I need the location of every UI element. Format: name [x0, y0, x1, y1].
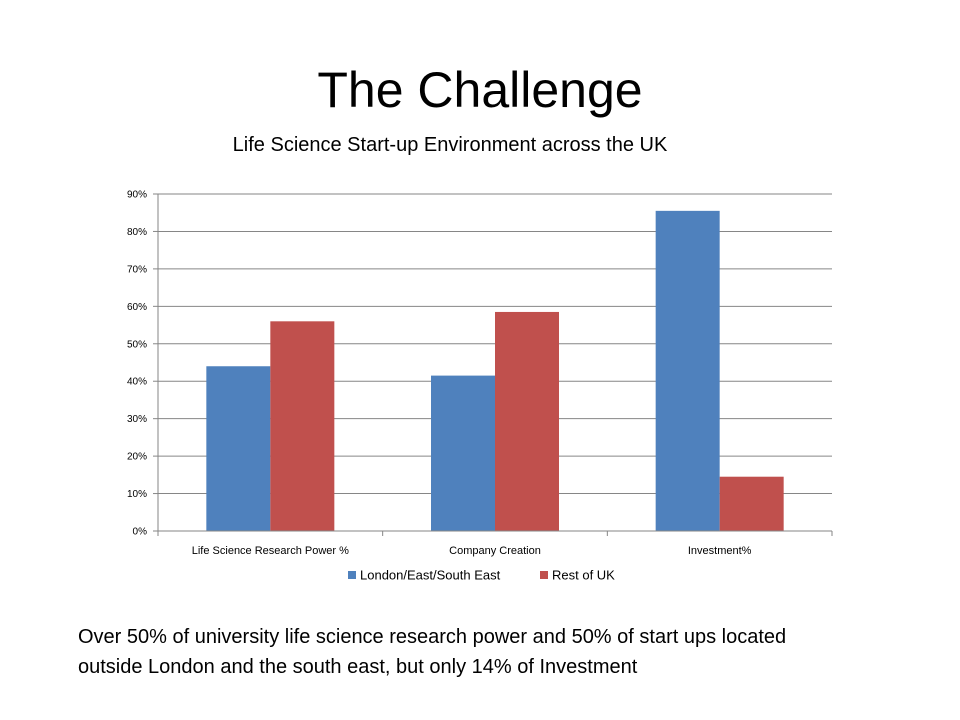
y-tick-label: 20%: [127, 452, 147, 463]
bar: [719, 476, 784, 531]
caption-line-2: outside London and the south east, but o…: [78, 656, 638, 678]
y-tick-label: 0%: [133, 527, 148, 538]
bar: [431, 375, 495, 531]
legend-label: Rest of UK: [552, 568, 615, 583]
x-tick-label: Company Creation: [449, 545, 541, 557]
bar: [655, 210, 720, 531]
bar: [270, 321, 335, 531]
y-tick-label: 10%: [127, 489, 147, 500]
legend-label: London/East/South East: [360, 568, 501, 583]
bar: [495, 311, 559, 531]
bar-chart: 0% 10% 20% 30% 40% 50% 60% 70% 80% 90% Life Scienc…: [127, 190, 833, 583]
caption: Over 50% of university life science rese…: [78, 622, 938, 682]
x-tick-label: Life Science Research Power %: [192, 545, 349, 557]
slide-title: The Challenge: [317, 62, 643, 118]
y-tick-label: 60%: [127, 302, 147, 313]
chart-title: Life Science Start-up Environment across…: [232, 134, 668, 156]
legend-swatch: [348, 571, 356, 579]
bar: [206, 366, 271, 531]
x-tick-label: Investment%: [688, 545, 752, 557]
y-tick-label: 80%: [127, 227, 147, 238]
y-tick-label: 30%: [127, 414, 147, 425]
legend-swatch: [540, 571, 548, 579]
y-tick-label: 50%: [127, 339, 147, 350]
caption-line-1: Over 50% of university life science rese…: [78, 626, 787, 648]
y-tick-label: 90%: [127, 190, 147, 201]
y-tick-label: 40%: [127, 377, 147, 388]
y-tick-label: 70%: [127, 264, 147, 275]
